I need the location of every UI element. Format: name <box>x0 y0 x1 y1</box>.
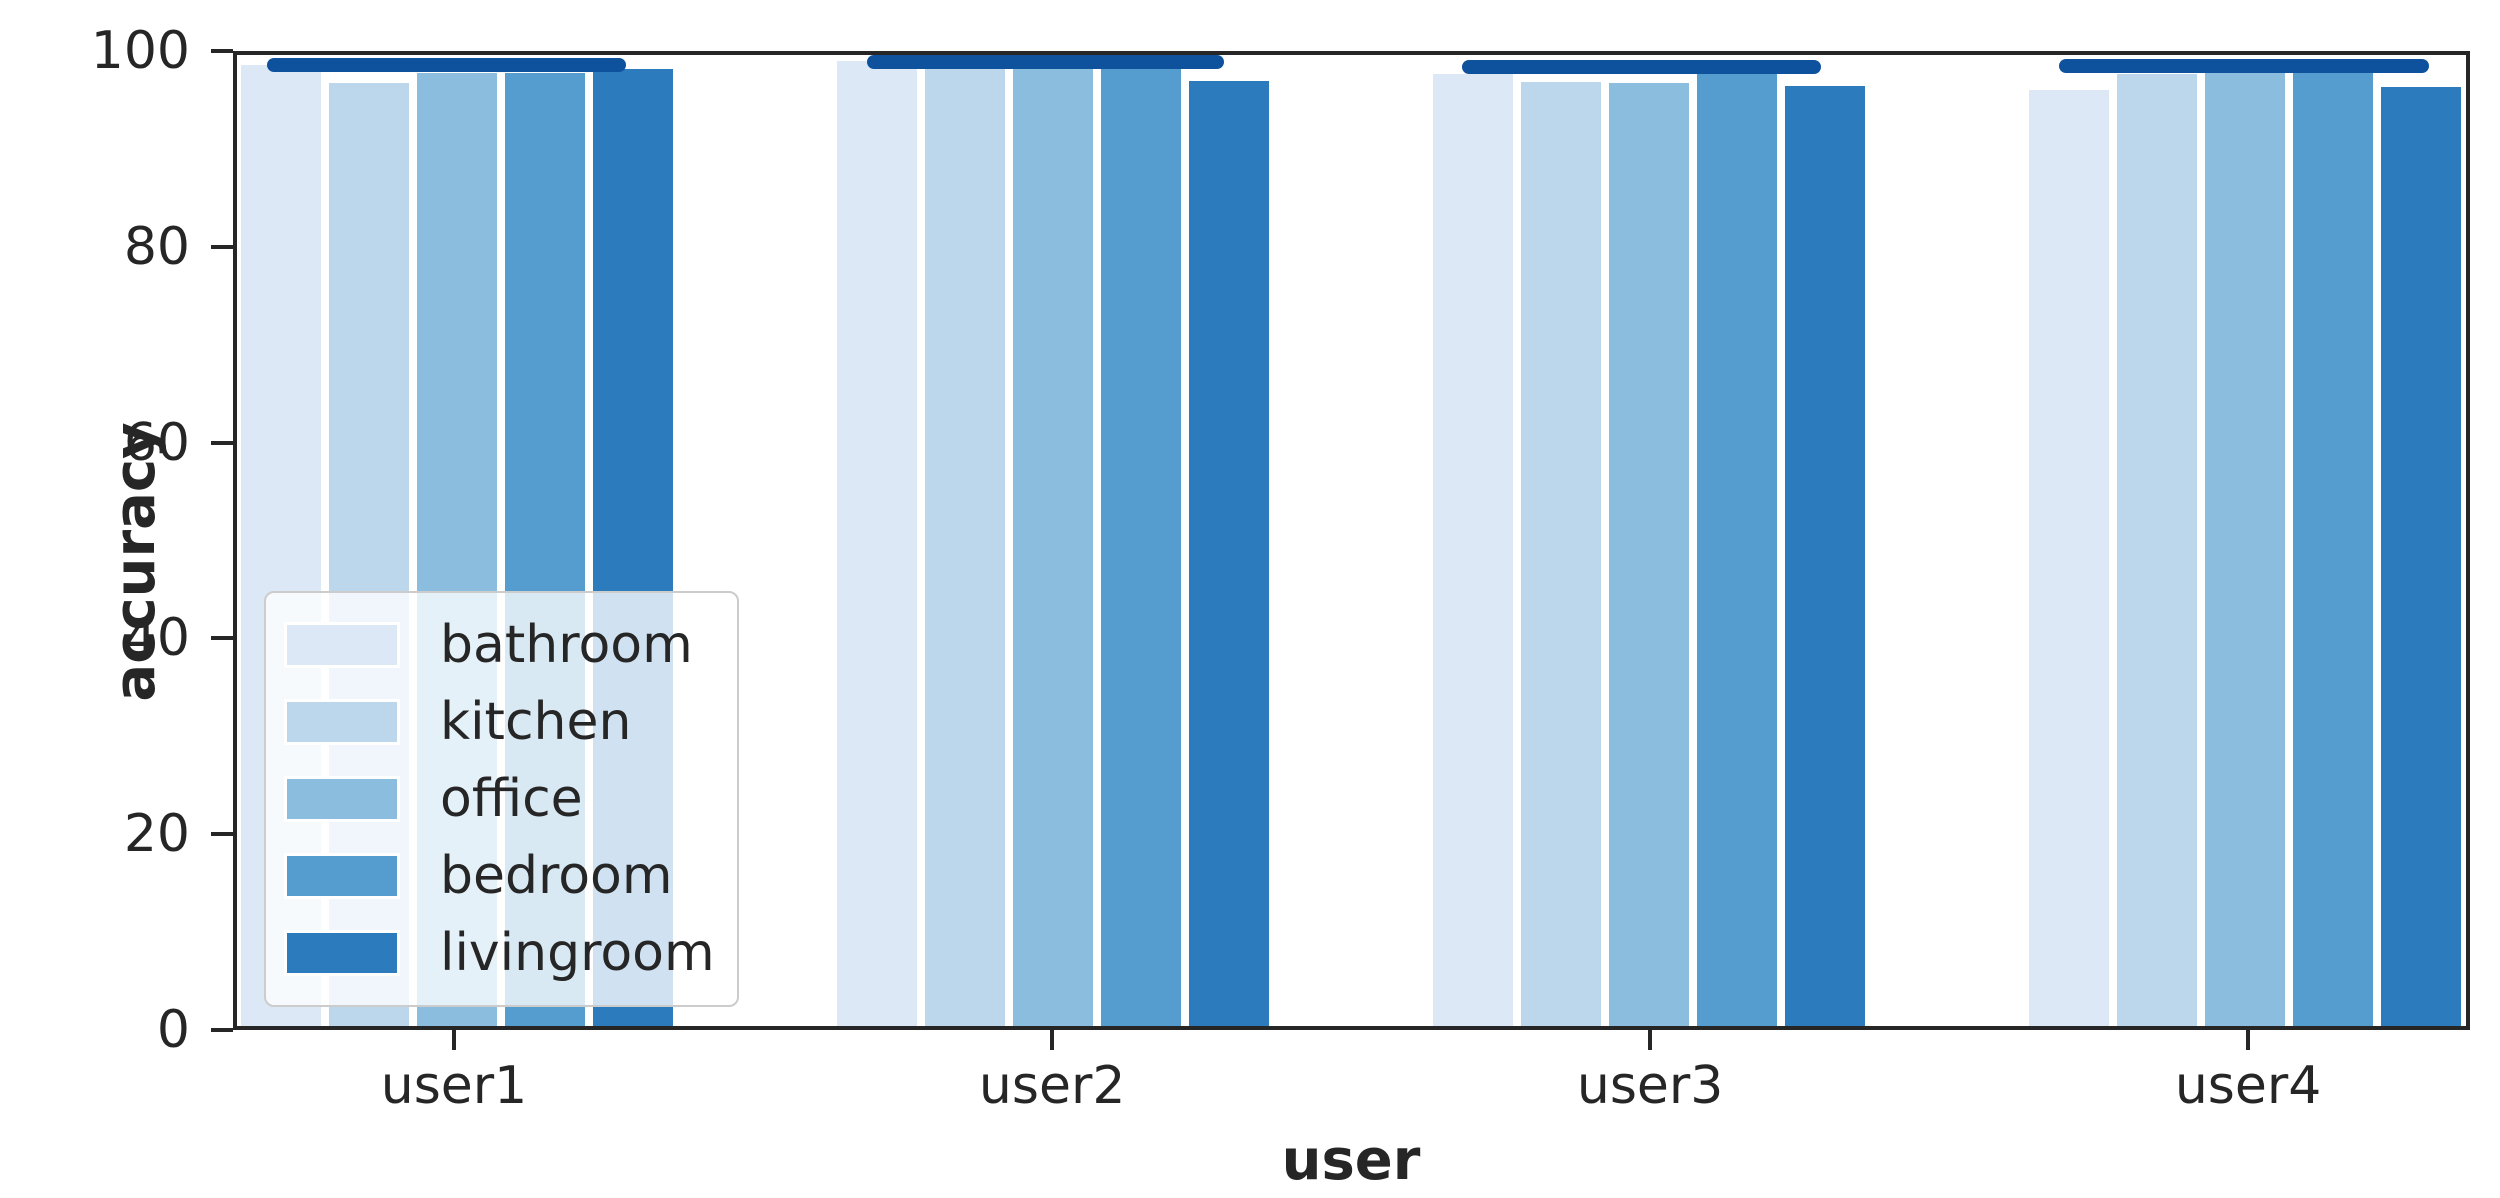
y-tick-mark-80 <box>211 244 233 249</box>
overlay-segment-user1 <box>266 57 626 72</box>
legend: bathroom kitchen office bedroom livingroom <box>264 591 739 1007</box>
overlay-segment-user2 <box>866 54 1224 69</box>
bar-user4-bedroom <box>2290 58 2375 1026</box>
bar-user3-bathroom <box>1431 72 1516 1026</box>
bar-user4-office <box>2202 56 2287 1026</box>
legend-label-office: office <box>440 768 583 829</box>
y-tick-label-0: 0 <box>156 1000 190 1060</box>
plot-area: bathroom kitchen office bedroom livingroom <box>233 51 2470 1030</box>
bar-user2-office <box>1011 65 1096 1026</box>
bar-user3-livingroom <box>1782 84 1867 1026</box>
bar-group-user4 <box>2027 55 2463 1026</box>
legend-label-kitchen: kitchen <box>440 692 632 753</box>
legend-item-bedroom: bedroom <box>284 850 719 902</box>
legend-label-bedroom: bedroom <box>440 845 673 906</box>
bar-user2-bathroom <box>835 58 920 1026</box>
bar-user2-bedroom <box>1099 65 1184 1026</box>
legend-item-bathroom: bathroom <box>284 619 719 671</box>
overlay-segment-user4 <box>2059 58 2430 73</box>
legend-swatch-livingroom <box>284 929 400 976</box>
legend-label-livingroom: livingroom <box>440 922 715 983</box>
x-tick-label-user1: user1 <box>380 1056 528 1116</box>
bar-user2-livingroom <box>1187 79 1272 1026</box>
x-tick-label-user4: user4 <box>2174 1056 2322 1116</box>
x-tick-mark-user3 <box>1648 1030 1653 1050</box>
legend-label-bathroom: bathroom <box>440 615 693 676</box>
x-tick-mark-user4 <box>2246 1030 2251 1050</box>
legend-swatch-bathroom <box>284 622 400 669</box>
legend-item-office: office <box>284 773 719 825</box>
legend-swatch-kitchen <box>284 699 400 746</box>
x-tick-label-user2: user2 <box>978 1056 1126 1116</box>
y-tick-mark-60 <box>211 440 233 445</box>
bar-group-user3 <box>1431 55 1867 1026</box>
y-tick-mark-20 <box>211 832 233 837</box>
bar-group-user2 <box>835 55 1272 1026</box>
legend-swatch-office <box>284 775 400 822</box>
x-tick-label-user3: user3 <box>1576 1056 1724 1116</box>
x-axis-title: user <box>1281 1128 1421 1193</box>
y-tick-label-100: 100 <box>90 21 190 81</box>
legend-swatch-bedroom <box>284 852 400 899</box>
legend-item-kitchen: kitchen <box>284 696 719 748</box>
bar-user3-office <box>1607 81 1692 1026</box>
bar-user3-bedroom <box>1695 59 1779 1026</box>
bar-user4-bathroom <box>2027 88 2112 1026</box>
legend-item-livingroom: livingroom <box>284 927 719 979</box>
bar-user3-kitchen <box>1519 80 1604 1026</box>
bar-user2-kitchen <box>923 65 1008 1026</box>
y-tick-label-80: 80 <box>123 216 190 277</box>
y-tick-mark-100 <box>211 49 233 53</box>
x-tick-mark-user1 <box>452 1030 456 1050</box>
bar-group-user1 <box>239 55 675 1026</box>
overlay-segment-user3 <box>1461 59 1822 74</box>
y-tick-label-60: 60 <box>123 412 190 473</box>
x-tick-mark-user2 <box>1050 1030 1055 1050</box>
bar-user4-livingroom <box>2378 85 2463 1026</box>
bar-user4-kitchen <box>2115 72 2199 1026</box>
y-tick-label-20: 20 <box>123 804 190 865</box>
y-tick-label-40: 40 <box>123 608 190 669</box>
y-tick-mark-0 <box>211 1028 233 1032</box>
y-tick-mark-40 <box>211 636 233 641</box>
